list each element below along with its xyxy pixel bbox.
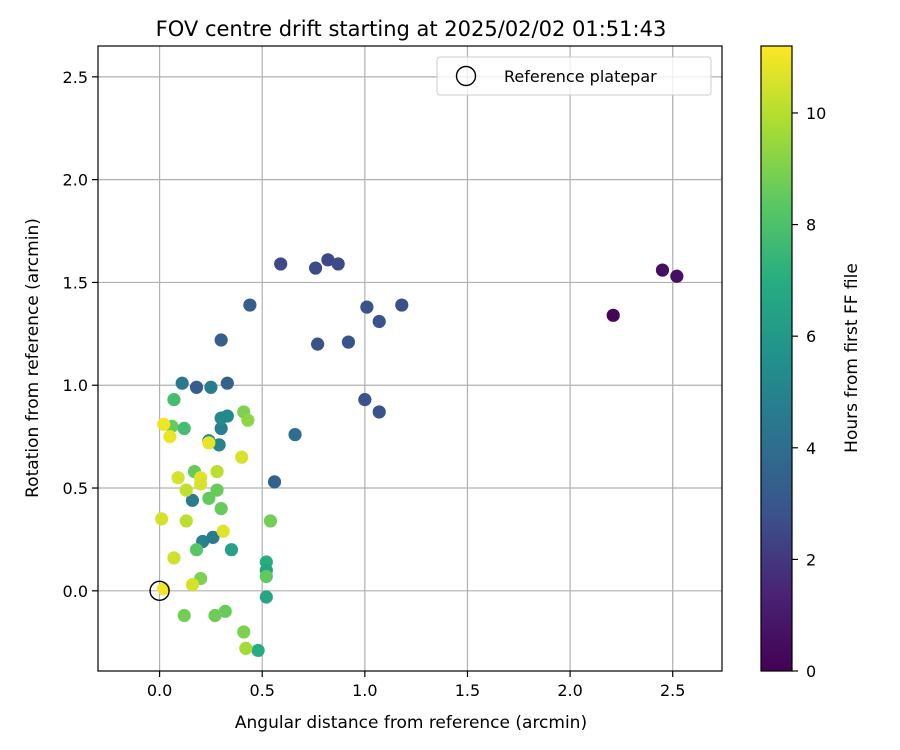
- data-point: [208, 608, 222, 623]
- x-axis-ticks: 0.0 0.5 1.0 1.5 2.0 2.5: [147, 671, 685, 700]
- data-point: [214, 333, 228, 347]
- data-point: [171, 471, 185, 485]
- data-point: [167, 551, 181, 565]
- data-point: [177, 421, 191, 436]
- y-tick-label: 2.5: [63, 68, 88, 87]
- data-point: [259, 590, 273, 604]
- data-point: [372, 405, 386, 419]
- data-point: [189, 543, 204, 557]
- y-tick-label: 0.5: [63, 479, 88, 498]
- data-point: [214, 501, 228, 516]
- data-point: [239, 641, 253, 655]
- data-point: [185, 578, 200, 592]
- legend: Reference platepar: [436, 56, 712, 96]
- y-tick-label: 2.0: [63, 171, 88, 190]
- x-axis-label: Angular distance from reference (arcmin): [235, 713, 587, 733]
- data-point: [670, 269, 684, 283]
- y-tick-label: 0.0: [63, 582, 88, 601]
- colorbar: 0 2 4 6 8 10 Hours from first FF file: [760, 45, 862, 681]
- colorbar-tick-label: 10: [806, 104, 826, 123]
- data-point: [655, 263, 670, 277]
- data-point: [220, 376, 234, 390]
- data-point: [243, 298, 257, 312]
- data-point: [274, 257, 288, 271]
- data-point: [155, 512, 169, 526]
- data-point: [235, 450, 249, 464]
- colorbar-tick-label: 0: [806, 662, 816, 681]
- data-point: [163, 430, 177, 444]
- data-point: [251, 643, 265, 658]
- colorbar-label: Hours from first FF file: [842, 263, 862, 453]
- colorbar-tick-label: 6: [806, 327, 816, 346]
- data-point: [311, 337, 325, 351]
- colorbar-tick-label: 2: [806, 550, 816, 569]
- x-tick-label: 2.0: [557, 681, 582, 700]
- y-tick-label: 1.5: [63, 273, 88, 292]
- x-tick-label: 1.5: [455, 681, 480, 700]
- x-tick-label: 2.5: [660, 681, 685, 700]
- data-point: [175, 376, 189, 390]
- y-axis-ticks: 0.0 0.5 1.0 1.5 2.0 2.5: [63, 68, 98, 601]
- colorbar-gradient: [760, 45, 793, 672]
- reference-marker-layer: [149, 580, 170, 602]
- colorbar-ticks: 0 2 4 6 8 10: [792, 104, 826, 681]
- legend-box: [436, 56, 712, 96]
- legend-marker-open-circle: [455, 65, 477, 87]
- plot-frame: [97, 45, 723, 672]
- data-point: [185, 493, 200, 507]
- data-point: [177, 608, 191, 623]
- data-point: [179, 483, 193, 497]
- colorbar-tick-label: 4: [806, 439, 816, 458]
- data-point: [210, 483, 224, 497]
- data-point: [167, 393, 181, 407]
- data-point: [210, 464, 224, 479]
- data-point: [360, 300, 374, 314]
- data-point: [202, 491, 216, 505]
- data-points: [155, 253, 684, 658]
- legend-label: Reference platepar: [504, 67, 657, 86]
- data-point: [237, 625, 251, 639]
- chart-title: FOV centre drift starting at 2025/02/02 …: [156, 17, 667, 41]
- data-point: [179, 514, 193, 528]
- colorbar-tick-label: 8: [806, 216, 816, 235]
- x-tick-label: 1.0: [352, 681, 377, 700]
- data-point: [194, 477, 208, 491]
- data-point: [216, 524, 230, 538]
- data-point: [308, 261, 323, 275]
- data-point: [372, 314, 386, 329]
- data-point: [259, 569, 273, 584]
- data-point: [157, 417, 171, 431]
- data-point: [267, 475, 282, 489]
- data-point: [206, 530, 220, 544]
- data-point: [189, 380, 204, 394]
- data-point: [395, 298, 409, 312]
- data-point: [241, 413, 255, 427]
- data-point: [212, 438, 226, 452]
- x-tick-label: 0.5: [249, 681, 274, 700]
- data-point: [224, 543, 239, 557]
- y-axis-label: Rotation from reference (arcmin): [23, 218, 43, 498]
- data-point: [606, 308, 620, 322]
- x-tick-label: 0.0: [147, 681, 172, 700]
- data-point: [358, 393, 372, 407]
- grid-lines: [98, 46, 722, 671]
- data-point: [288, 427, 302, 442]
- data-point: [341, 335, 356, 349]
- data-point: [263, 514, 278, 528]
- data-point: [218, 604, 232, 618]
- data-point: [321, 253, 335, 267]
- reference-platepar-marker: [149, 580, 170, 602]
- data-point: [202, 436, 216, 450]
- y-tick-label: 1.0: [63, 376, 88, 395]
- data-point: [204, 380, 218, 394]
- data-point: [214, 421, 228, 436]
- data-point: [220, 409, 234, 423]
- data-point: [331, 257, 345, 271]
